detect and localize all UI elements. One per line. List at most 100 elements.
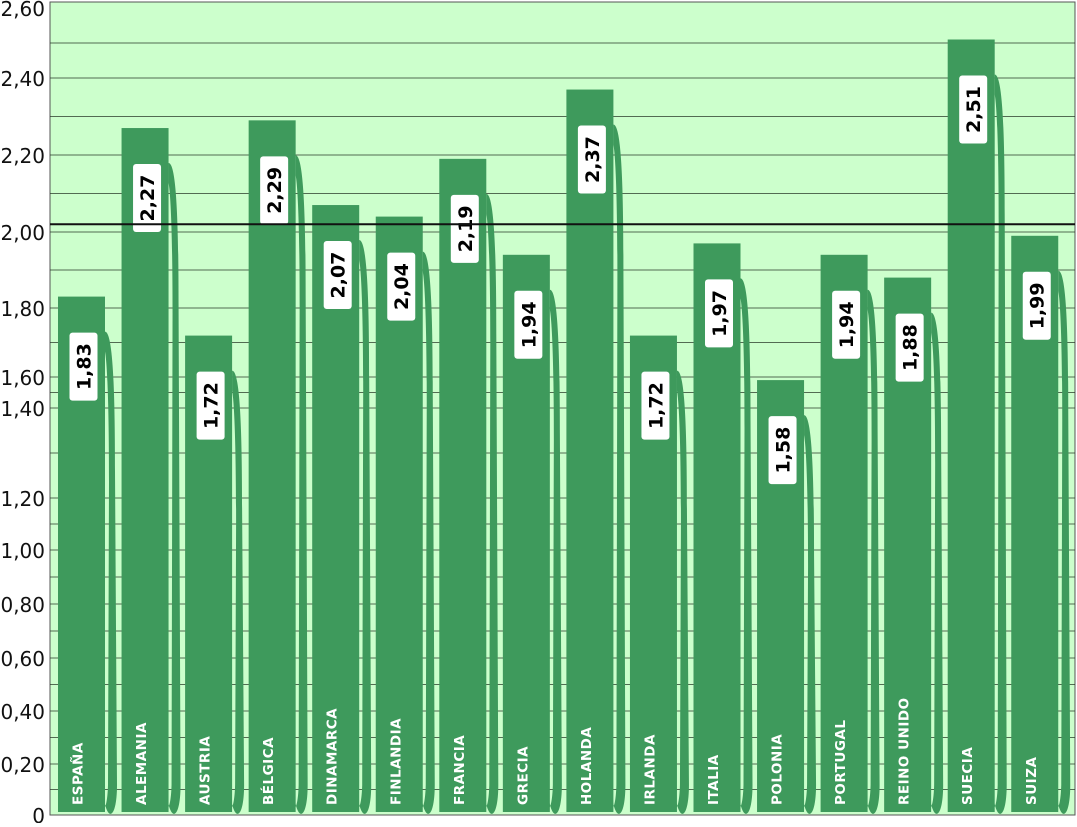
y-tick-label: 1,60 — [0, 366, 45, 390]
bar-group: 2,27 ALEMANIA — [121, 128, 181, 814]
bar — [248, 120, 296, 813]
y-tick-label: 0,20 — [0, 753, 45, 777]
value-label-box — [450, 194, 479, 263]
value-label: 1,99 — [1027, 282, 1049, 329]
y-tick-label: 2,60 — [0, 0, 45, 21]
value-label-box — [641, 371, 670, 440]
value-label: 2,29 — [264, 167, 286, 214]
category-label: HOLANDA — [579, 727, 595, 805]
value-label-box — [1022, 271, 1051, 340]
bar-tail-decoration — [798, 415, 817, 814]
bar-tail-decoration — [1052, 270, 1071, 814]
value-label-box — [133, 164, 162, 233]
value-label: 1,94 — [836, 301, 858, 348]
value-label: 1,88 — [900, 324, 922, 371]
value-label-box — [514, 290, 543, 359]
value-label-box — [832, 290, 861, 359]
value-label-box — [387, 252, 416, 321]
bar-tail-decoration — [226, 370, 245, 814]
value-label-box — [577, 125, 606, 194]
bar-tail-decoration — [353, 240, 372, 814]
category-label: GRECIA — [515, 746, 531, 805]
value-label: 2,19 — [455, 205, 477, 252]
bar-group: 1,88 REINO UNIDO — [884, 277, 944, 814]
value-label-box — [323, 241, 352, 310]
bars: 1,83 ESPAÑA 2,27 ALEMANIA 1,72 AUSTRIA 2,29 BÉL… — [58, 39, 1071, 814]
bar-group: 1,83 ESPAÑA — [58, 296, 117, 814]
value-label-box — [69, 332, 98, 401]
value-label: 1,83 — [74, 343, 96, 390]
bar — [566, 89, 614, 813]
value-label: 1,97 — [709, 290, 731, 337]
bar-group: 1,72 IRLANDA — [629, 335, 689, 814]
bar-group: 2,19 FRANCIA — [439, 158, 499, 814]
bar-tail-decoration — [861, 289, 880, 814]
y-axis: 0 0,20 0,40 0,60 0,80 1,00 1,20 1,40 1,60 1,80 2,0… — [0, 0, 45, 827]
bar — [947, 39, 995, 812]
y-tick-label: 1,80 — [0, 297, 45, 321]
value-label: 2,27 — [137, 175, 159, 222]
bar-group: 1,72 AUSTRIA — [185, 335, 245, 814]
category-label: SUIZA — [1024, 757, 1040, 805]
bar-group: 2,51 SUECIA — [947, 39, 1007, 814]
category-label: FRANCIA — [452, 735, 468, 805]
y-tick-label: 2,20 — [0, 144, 45, 168]
category-label: BÉLGICA — [260, 737, 277, 805]
y-tick-label: 1,00 — [0, 539, 45, 563]
bar-tail-decoration — [162, 163, 181, 814]
category-label: PORTUGAL — [833, 720, 849, 805]
category-label: DINAMARCA — [325, 708, 341, 805]
value-label: 1,94 — [518, 301, 540, 348]
y-tick-label: 1,20 — [0, 487, 45, 511]
category-label: ALEMANIA — [134, 722, 150, 805]
bar — [439, 158, 487, 813]
bar-group: 1,99 SUIZA — [1011, 235, 1071, 814]
value-label: 1,72 — [201, 382, 223, 429]
y-tick-label: 0,80 — [0, 593, 45, 617]
value-label: 1,58 — [773, 427, 795, 474]
bar-tail-decoration — [670, 370, 689, 814]
category-label: FINLANDIA — [388, 718, 404, 805]
category-label: ESPAÑA — [70, 742, 87, 805]
category-label: POLONIA — [770, 734, 786, 805]
bar-tail-decoration — [480, 193, 499, 814]
bar-tail-decoration — [543, 289, 562, 814]
value-label-box — [260, 156, 289, 225]
bar-tail-decoration — [988, 74, 1007, 814]
value-label-box — [196, 371, 225, 440]
value-label-box — [959, 75, 988, 144]
value-label: 1,72 — [645, 382, 667, 429]
category-label: ITALIA — [706, 754, 722, 805]
bar-group: 2,37 HOLANDA — [566, 89, 626, 814]
bar-group: 1,58 POLONIA — [757, 380, 817, 814]
value-label: 2,04 — [391, 263, 413, 310]
bar — [121, 128, 169, 813]
y-tick-label: 0,40 — [0, 700, 45, 724]
y-tick-label: 2,00 — [0, 221, 45, 245]
bar-group: 1,94 PORTUGAL — [820, 254, 880, 814]
bar-group: 2,07 DINAMARCA — [312, 205, 372, 814]
value-label-box — [895, 313, 924, 382]
bar-group: 1,94 GRECIA — [502, 254, 562, 814]
bar-group: 2,04 FINLANDIA — [375, 216, 435, 814]
y-tick-label: 1,40 — [0, 397, 45, 421]
bar-tail-decoration — [99, 331, 117, 814]
y-tick-label: 2,40 — [0, 67, 45, 91]
bar-tail-decoration — [925, 312, 944, 814]
bar-tail-decoration — [416, 251, 435, 814]
category-label: SUECIA — [960, 747, 976, 805]
value-label-box — [705, 279, 733, 348]
value-label-box — [768, 416, 797, 485]
category-label: AUSTRIA — [198, 736, 214, 805]
category-label: REINO UNIDO — [897, 697, 913, 805]
bar-group: 2,29 BÉLGICA — [248, 120, 308, 814]
bar-tail-decoration — [734, 278, 753, 814]
category-label: IRLANDA — [642, 734, 658, 805]
value-label: 2,07 — [328, 252, 350, 299]
y-tick-label: 0 — [32, 804, 45, 823]
y-tick-label: 0,60 — [0, 647, 45, 671]
bar-group: 1,97 ITALIA — [693, 243, 753, 814]
value-label: 2,51 — [963, 86, 985, 133]
bar-tail-decoration — [607, 124, 626, 814]
